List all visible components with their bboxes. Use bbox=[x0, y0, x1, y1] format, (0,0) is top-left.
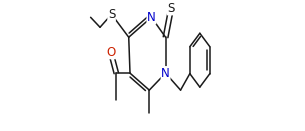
Text: N: N bbox=[161, 67, 170, 80]
Text: N: N bbox=[147, 11, 156, 24]
Text: S: S bbox=[167, 2, 175, 15]
Text: S: S bbox=[108, 8, 115, 21]
Text: O: O bbox=[106, 46, 115, 59]
